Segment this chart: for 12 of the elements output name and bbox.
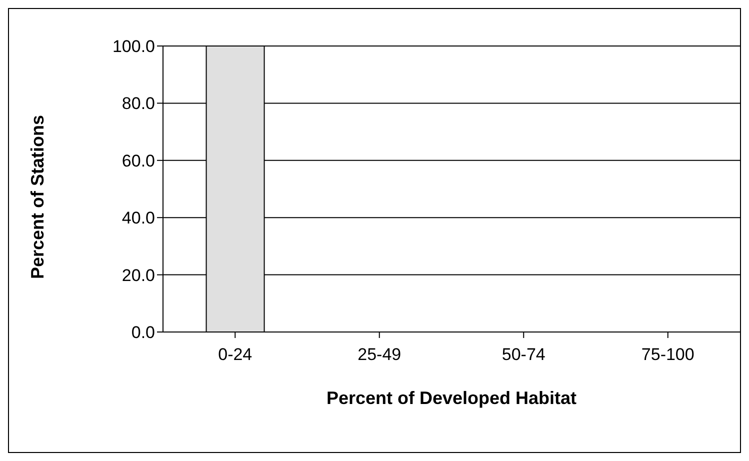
x-tick-label: 50-74 <box>502 345 546 364</box>
x-axis-title: Percent of Developed Habitat <box>326 388 577 408</box>
x-tick-label: 0-24 <box>218 345 252 364</box>
y-tick-label: 40.0 <box>122 208 155 228</box>
y-tick-label: 0.0 <box>131 323 155 342</box>
y-axis-title: Percent of Stations <box>27 114 48 279</box>
x-tick-label: 25-49 <box>358 345 402 364</box>
y-tick-label: 60.0 <box>122 151 155 170</box>
y-tick-label: 20.0 <box>122 266 155 285</box>
x-tick-label: 75-100 <box>641 345 694 364</box>
y-tick-label: 80.0 <box>122 94 155 114</box>
y-tick-label: 100.0 <box>112 37 155 56</box>
